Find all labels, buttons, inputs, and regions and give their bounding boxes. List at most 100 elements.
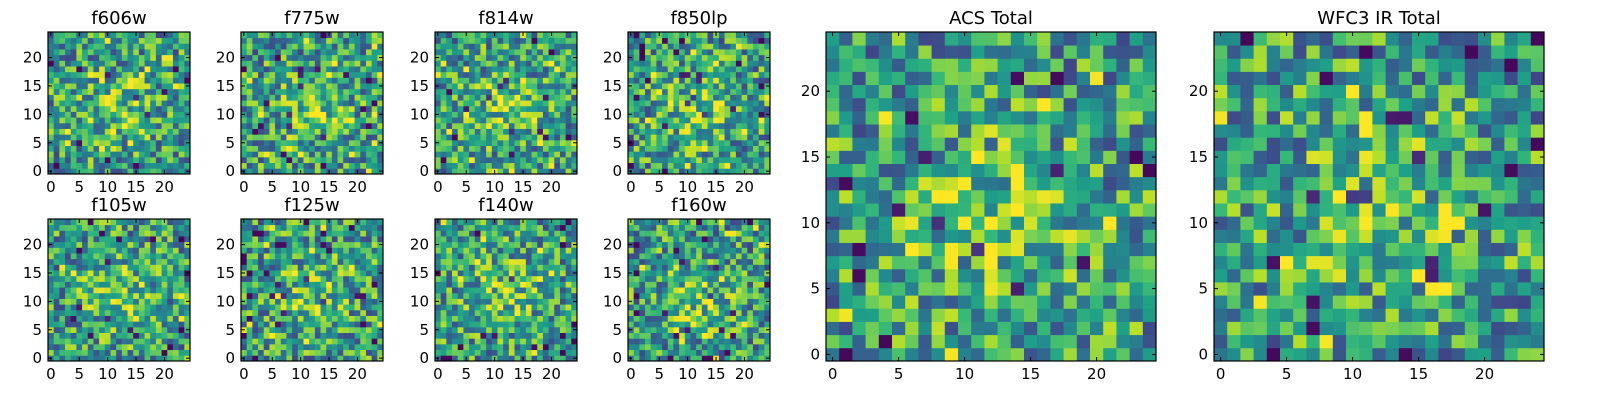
pixel-cell xyxy=(172,258,180,265)
pixel-cell xyxy=(309,37,316,44)
pixel-cell xyxy=(252,94,259,101)
pixel-cell xyxy=(559,111,567,118)
pixel-cell xyxy=(639,105,646,112)
pixel-cell xyxy=(65,83,72,90)
pixel-cell xyxy=(503,287,510,294)
pixel-cell xyxy=(263,94,270,101)
pixel-cell xyxy=(752,343,760,351)
pixel-cell xyxy=(172,60,180,67)
pixel-cell xyxy=(764,275,771,282)
pixel-cell xyxy=(246,111,253,118)
pixel-cell xyxy=(320,88,327,95)
pixel-cell xyxy=(707,94,714,101)
pixel-cell xyxy=(758,326,765,333)
pixel-cell xyxy=(469,309,476,316)
pixel-cell xyxy=(241,247,248,254)
pixel-cell xyxy=(275,88,282,95)
pixel-cell xyxy=(172,304,180,311)
pixel-cell xyxy=(469,145,476,152)
pixel-cell xyxy=(571,156,578,164)
pixel-cell xyxy=(59,224,66,231)
pixel-cell xyxy=(764,315,771,322)
pixel-cell xyxy=(452,298,459,305)
pixel-cell xyxy=(348,281,355,288)
pixel-cell xyxy=(565,60,572,67)
pixel-cell xyxy=(286,66,293,73)
pixel-cell xyxy=(184,219,191,226)
pixel-cell xyxy=(463,117,470,124)
pixel-cell xyxy=(320,236,327,243)
pixel-cell xyxy=(110,298,117,305)
pixel-cell xyxy=(650,315,657,322)
pixel-cell xyxy=(263,83,270,90)
pixel-cell xyxy=(525,134,532,141)
pixel-cell xyxy=(70,264,77,271)
pixel-cell xyxy=(161,111,168,118)
pixel-cell xyxy=(263,151,270,158)
pixel-cell xyxy=(365,32,373,39)
pixel-cell xyxy=(167,168,174,175)
pixel-cell xyxy=(309,287,316,294)
pixel-cell xyxy=(520,111,527,118)
pixel-cell xyxy=(480,281,487,288)
pixel-cell xyxy=(178,60,185,67)
pixel-cell xyxy=(508,355,515,362)
pixel-cell xyxy=(116,224,123,231)
pixel-cell xyxy=(161,270,168,277)
pixel-cell xyxy=(326,275,333,282)
pixel-cell xyxy=(155,326,162,333)
pixel-cell xyxy=(348,105,355,112)
pixel-cell xyxy=(645,156,652,164)
pixel-cell xyxy=(690,94,697,101)
pixel-cell xyxy=(246,117,253,124)
pixel-cell xyxy=(337,66,344,73)
pixel-cell xyxy=(696,88,703,95)
pixel-cell xyxy=(531,128,538,135)
pixel-cell xyxy=(758,275,765,282)
pixel-cell xyxy=(93,349,100,356)
pixel-cell xyxy=(371,122,378,129)
pixel-cell xyxy=(537,309,544,316)
pixel-cell xyxy=(116,315,123,322)
pixel-cell xyxy=(70,253,77,260)
pixel-cell xyxy=(133,309,140,316)
pixel-cell xyxy=(633,270,640,277)
pixel-cell xyxy=(741,105,748,112)
pixel-cell xyxy=(497,309,504,316)
pixel-cell xyxy=(360,309,367,316)
pixel-cell xyxy=(713,83,720,90)
pixel-cell xyxy=(337,49,344,56)
pixel-cell xyxy=(93,168,100,175)
pixel-cell xyxy=(150,264,157,271)
pixel-cell xyxy=(639,355,646,362)
pixel-cell xyxy=(161,162,168,169)
pixel-cell xyxy=(48,264,55,271)
pixel-cell xyxy=(559,236,567,243)
pixel-cell xyxy=(127,139,134,146)
pixel-cell xyxy=(469,111,476,118)
pixel-cell xyxy=(121,105,128,112)
pixel-cell xyxy=(297,111,304,118)
pixel-cell xyxy=(696,122,703,129)
pixel-cell xyxy=(650,60,657,67)
pixel-cell xyxy=(314,168,321,175)
pixel-cell xyxy=(133,145,140,152)
pixel-cell xyxy=(667,139,674,146)
pixel-cell xyxy=(628,321,635,328)
pixel-cell xyxy=(548,156,555,164)
pixel-cell xyxy=(497,326,504,333)
pixel-cell xyxy=(286,332,293,339)
pixel-cell xyxy=(440,100,447,107)
pixel-cell xyxy=(508,117,515,124)
pixel-cell xyxy=(735,105,742,112)
pixel-cell xyxy=(667,332,674,339)
pixel-cell xyxy=(679,156,686,164)
pixel-cell xyxy=(525,162,532,169)
pixel-cell xyxy=(275,298,282,305)
pixel-cell xyxy=(331,60,338,67)
pixel-cell xyxy=(263,281,270,288)
pixel-cell xyxy=(354,298,361,305)
pixel-cell xyxy=(713,117,720,124)
pixel-cell xyxy=(70,326,77,333)
pixel-cell xyxy=(331,128,338,135)
